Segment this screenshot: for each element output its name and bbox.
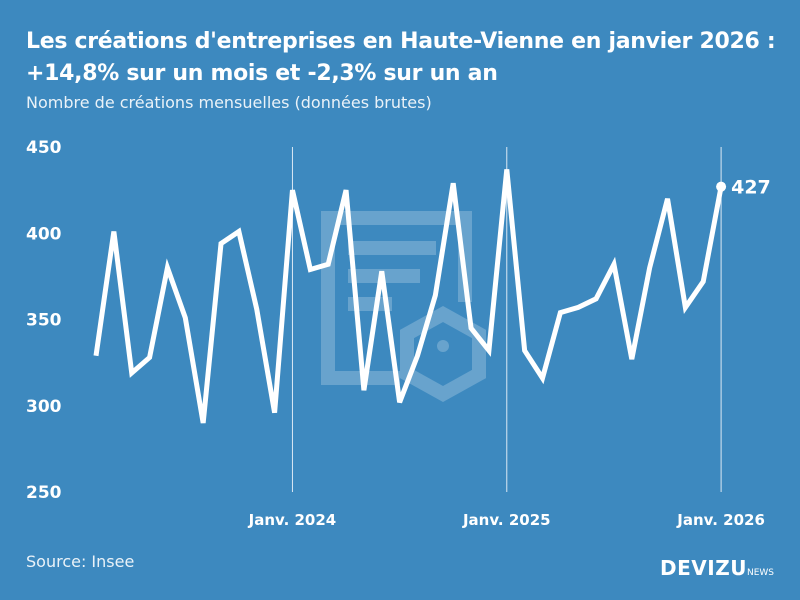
source-note: Source: Insee xyxy=(26,552,135,571)
y-tick-label: 300 xyxy=(26,397,62,417)
y-tick-label: 450 xyxy=(26,138,62,158)
y-tick-label: 250 xyxy=(26,483,62,503)
last-value-label: 427 xyxy=(731,177,771,199)
last-point-marker xyxy=(716,181,727,192)
x-tick-label: Janv. 2024 xyxy=(248,511,337,529)
x-tick-label: Janv. 2025 xyxy=(462,511,551,529)
brand-name: DEVIZU xyxy=(660,556,747,580)
brand-logo: DEVIZUNEWS xyxy=(660,556,774,580)
y-tick-label: 400 xyxy=(26,224,62,244)
y-tick-label: 350 xyxy=(26,311,62,331)
x-tick-label: Janv. 2026 xyxy=(676,511,765,529)
series-line xyxy=(93,169,724,424)
brand-suffix: NEWS xyxy=(746,568,774,578)
chart-subtitle: Nombre de créations mensuelles (données … xyxy=(26,93,432,112)
chart-title: Les créations d'entreprises en Haute-Vie… xyxy=(26,29,776,86)
